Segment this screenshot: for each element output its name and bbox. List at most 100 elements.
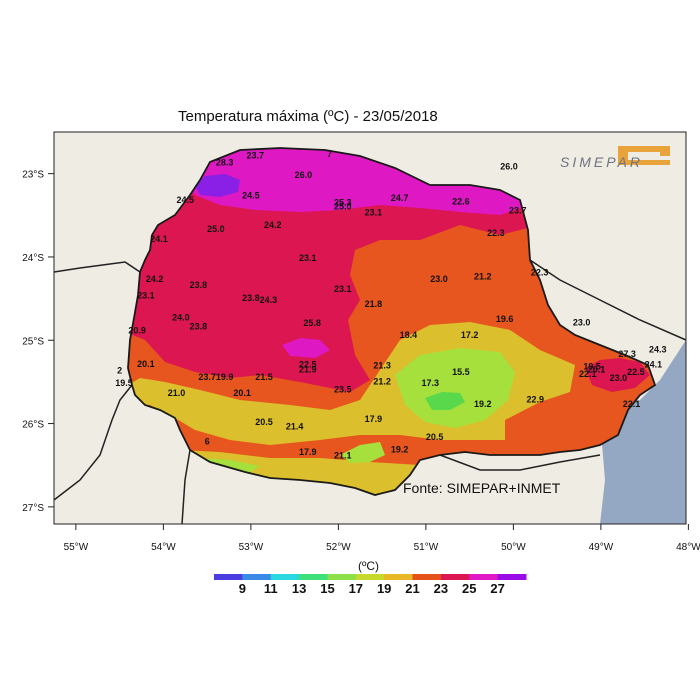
station-value: 19.2: [474, 399, 492, 409]
logo-mark-icon: [618, 146, 670, 165]
station-value: 21.9: [299, 365, 317, 375]
station-value: 23.8: [242, 293, 260, 303]
colorbar-unit: (ºC): [358, 559, 379, 573]
station-value: 24.0: [172, 312, 190, 322]
station-value: 25.8: [303, 318, 321, 328]
station-value: 24.3: [260, 295, 278, 305]
colorbar-segment: [412, 574, 442, 580]
state-boundary-sc: [181, 449, 191, 524]
station-value: 20.5: [255, 417, 273, 427]
colorbar-tick-label: 9: [239, 581, 246, 596]
colorbar-tick-label: 21: [405, 581, 419, 596]
colorbar-segment: [242, 574, 272, 580]
station-value: 19.5: [583, 361, 601, 371]
lat-tick-label: 23°S: [22, 170, 44, 181]
colorbar-tick-label: 19: [377, 581, 391, 596]
band-17-19-south: [340, 442, 385, 463]
band-27-29: [195, 174, 240, 197]
colorbar-tick-label: 27: [490, 581, 504, 596]
station-value: 21.3: [373, 361, 391, 371]
station-value: 23.1: [365, 207, 383, 217]
lat-tick-label: 26°S: [22, 420, 44, 431]
colorbar-tick-label: 11: [264, 581, 278, 596]
station-value: 21.4: [286, 421, 304, 431]
colorbar-segment: [497, 574, 527, 580]
station-value: 17.9: [299, 447, 317, 457]
station-value: 22.1: [623, 399, 641, 409]
lat-tick-label: 27°S: [22, 503, 44, 514]
station-value: 2: [117, 366, 122, 376]
station-value: 21.2: [474, 271, 492, 281]
station-value: 20.9: [128, 326, 146, 336]
station-value: 26.0: [295, 170, 313, 180]
band-23-25-east: [585, 358, 650, 392]
station-value: 15.5: [452, 367, 470, 377]
colorbar-segment: [384, 574, 414, 580]
station-value: 24.3: [649, 345, 667, 355]
station-value: 22.1: [579, 369, 597, 379]
source-note: Fonte: SIMEPAR+INMET: [403, 480, 561, 496]
station-value: 25.0: [207, 224, 225, 234]
station-value: 20.1: [137, 359, 155, 369]
ocean-area: [600, 340, 686, 524]
station-value: 24.2: [146, 274, 164, 284]
station-value: 22.9: [526, 395, 544, 405]
colorbar-tick-label: 25: [462, 581, 476, 596]
station-value: 23.1: [137, 291, 155, 301]
station-value: 7: [327, 149, 332, 159]
state-boundary-sp: [529, 259, 686, 341]
station-value: 17.3: [421, 378, 439, 388]
lon-tick-label: 51°W: [414, 542, 439, 553]
station-value: 24.5: [176, 195, 194, 205]
lat-tick-label: 24°S: [22, 253, 44, 264]
simepar-logo: SIMEPAR: [560, 146, 670, 170]
station-value: 22.3: [531, 267, 549, 277]
station-value: 22.5: [627, 367, 645, 377]
station-value: 23.7: [509, 206, 527, 216]
lon-tick-label: 48°W: [676, 542, 700, 553]
lat-tick-label: 25°S: [22, 336, 44, 347]
station-value: 23.8: [190, 280, 208, 290]
colorbar-tick-label: 17: [349, 581, 363, 596]
station-value: 21.8: [365, 299, 383, 309]
station-value: 23.8: [190, 321, 208, 331]
map-title: Temperatura máxima (ºC) - 23/05/2018: [178, 108, 438, 125]
station-value: 19.2: [391, 445, 409, 455]
lon-tick-label: 49°W: [589, 542, 614, 553]
colorbar: 9 11 13 15 17 19 21 23 25 27: [214, 574, 527, 596]
colorbar-segment: [299, 574, 328, 580]
band-25-27-center: [282, 338, 330, 358]
colorbar-tick-label: 15: [320, 581, 334, 596]
station-value: 22.5: [299, 360, 317, 370]
station-value: 21.0: [168, 388, 186, 398]
station-value: 21.5: [255, 372, 273, 382]
station-value: 20.5: [426, 432, 444, 442]
station-value: 17.2: [461, 330, 479, 340]
station-value: 23.7: [198, 372, 216, 382]
station-value: 26.0: [500, 161, 518, 171]
colorbar-segment: [270, 574, 300, 580]
station-value: 18.4: [400, 330, 418, 340]
state-boundary-sc-east: [439, 454, 601, 471]
station-value: 22.3: [487, 228, 505, 238]
station-value: 20.1: [588, 365, 606, 375]
station-value: 27.3: [618, 349, 636, 359]
station-value: 17.9: [365, 414, 383, 424]
station-value: 24.2: [264, 220, 282, 230]
station-value: 19.9: [216, 372, 234, 382]
colorbar-tick-label: 23: [434, 581, 448, 596]
station-value: 24.1: [150, 234, 168, 244]
lon-tick-label: 53°W: [239, 542, 264, 553]
lon-tick-label: 54°W: [151, 542, 176, 553]
station-value: 22.6: [452, 196, 470, 206]
parana-outline: [127, 147, 657, 496]
colorbar-segment: [327, 574, 357, 580]
station-value: 20.1: [233, 388, 251, 398]
lon-tick-label: 52°W: [326, 542, 351, 553]
national-boundary: [54, 384, 133, 501]
station-value: 25.3: [334, 197, 352, 207]
station-value: 24.7: [391, 193, 409, 203]
station-value: 23.1: [299, 253, 317, 263]
station-value: 21.2: [373, 376, 391, 386]
